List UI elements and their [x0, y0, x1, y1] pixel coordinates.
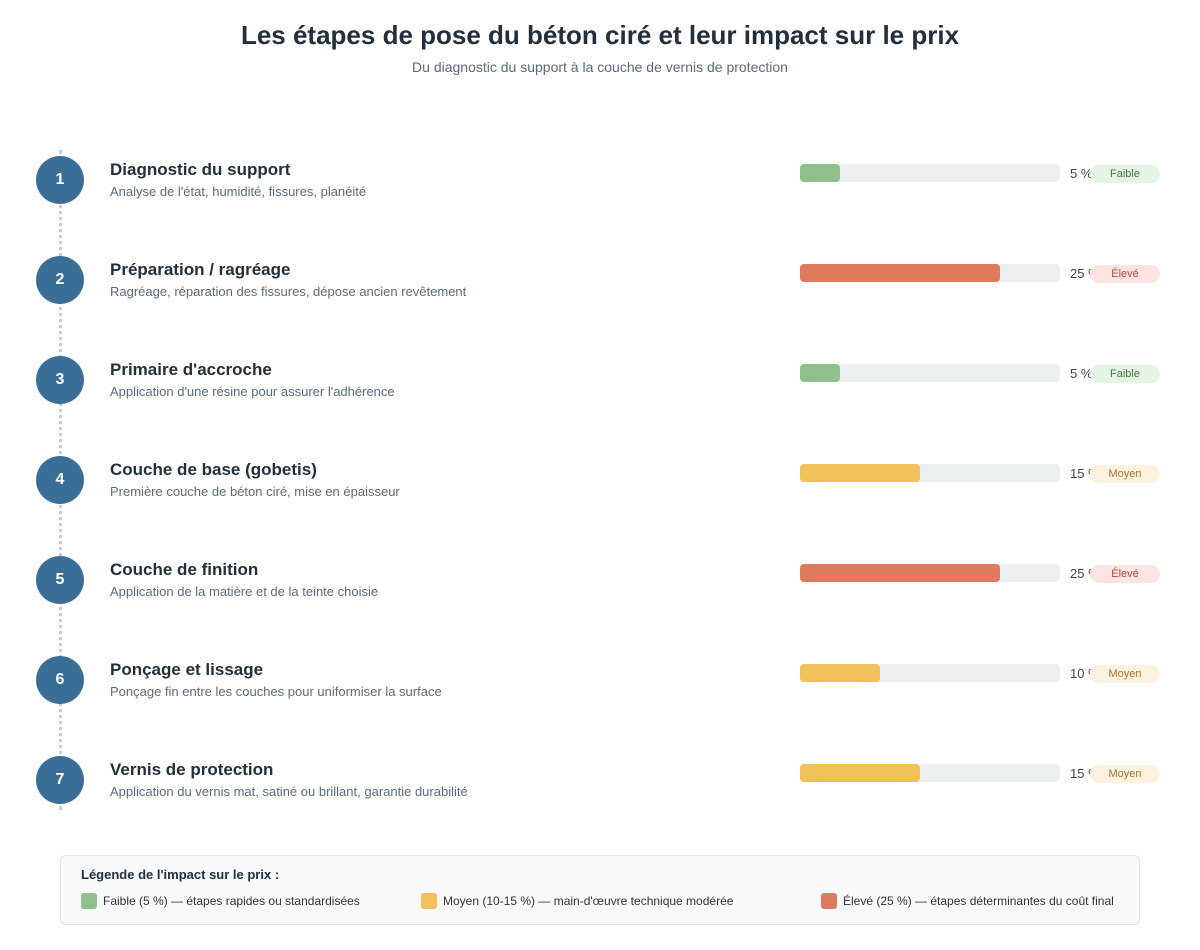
impact-badge: Moyen	[1090, 765, 1160, 783]
legend-swatch-low	[81, 893, 97, 909]
impact-percent: 25 %	[1070, 266, 1092, 281]
step-description: Première couche de béton ciré, mise en é…	[110, 484, 400, 499]
legend: Légende de l'impact sur le prix : Faible…	[60, 855, 1140, 925]
legend-label-low: Faible (5 %) — étapes rapides ou standar…	[103, 894, 360, 908]
step-number-circle: 3	[36, 356, 84, 404]
impact-bar-fill	[800, 764, 920, 782]
step-description: Application de la matière et de la teint…	[110, 584, 379, 599]
step-title: Vernis de protection	[110, 760, 274, 779]
step-number-circle: 1	[36, 156, 84, 204]
step-title: Diagnostic du support	[110, 160, 291, 179]
step-row: 7 Vernis de protection Application du vern…	[0, 750, 1200, 850]
step-number-circle: 2	[36, 256, 84, 304]
legend-item-mid: Moyen (10-15 %) — main-d'œuvre technique…	[421, 893, 733, 909]
impact-bar-track	[800, 564, 1060, 582]
step-description: Application du vernis mat, satiné ou bri…	[110, 784, 468, 799]
impact-percent: 25 %	[1070, 566, 1092, 581]
step-description: Ponçage fin entre les couches pour unifo…	[110, 684, 442, 699]
step-row: 5 Couche de finition Application de la mat…	[0, 550, 1200, 650]
step-description: Analyse de l'état, humidité, fissures, p…	[110, 184, 367, 199]
impact-bar-fill	[800, 264, 1000, 282]
impact-bar-track	[800, 764, 1060, 782]
impact-bar-track	[800, 264, 1060, 282]
legend-label-high: Élevé (25 %) — étapes déterminantes du c…	[843, 894, 1114, 908]
step-title: Préparation / ragréage	[110, 260, 291, 279]
impact-badge: Élevé	[1090, 565, 1160, 583]
step-number-circle: 5	[36, 556, 84, 604]
step-row: 4 Couche de base (gobetis) Première couche…	[0, 450, 1200, 550]
impact-bar-fill	[800, 564, 1000, 582]
impact-percent: 5 %	[1070, 366, 1092, 381]
impact-badge: Moyen	[1090, 665, 1160, 683]
legend-swatch-mid	[421, 893, 437, 909]
legend-item-high: Élevé (25 %) — étapes déterminantes du c…	[821, 893, 1114, 909]
step-title: Couche de base (gobetis)	[110, 460, 317, 479]
step-row: 3 Primaire d'accroche Application d'une ré…	[0, 350, 1200, 450]
impact-bar-track	[800, 464, 1060, 482]
impact-percent: 10 %	[1070, 666, 1092, 681]
impact-percent: 15 %	[1070, 766, 1092, 781]
impact-bar-track	[800, 664, 1060, 682]
page-subtitle: Du diagnostic du support à la couche de …	[412, 59, 788, 75]
impact-bar-fill	[800, 664, 880, 682]
legend-swatch-high	[821, 893, 837, 909]
step-title: Couche de finition	[110, 560, 259, 579]
impact-percent: 5 %	[1070, 166, 1092, 181]
step-row: 2 Préparation / ragréage Ragréage, réparat…	[0, 250, 1200, 350]
page-title: Les étapes de pose du béton ciré et leur…	[240, 20, 960, 50]
impact-bar-track	[800, 364, 1060, 382]
impact-bar-fill	[800, 164, 840, 182]
step-number-circle: 6	[36, 656, 84, 704]
impact-badge: Élevé	[1090, 265, 1160, 283]
impact-badge: Moyen	[1090, 465, 1160, 483]
step-number-circle: 4	[36, 456, 84, 504]
step-description: Application d'une résine pour assurer l'…	[110, 384, 395, 399]
impact-percent: 15 %	[1070, 466, 1092, 481]
step-row: 1 Diagnostic du support Analyse de l'état,…	[0, 150, 1200, 250]
step-row: 6 Ponçage et lissage Ponçage fin entre les…	[0, 650, 1200, 750]
impact-badge: Faible	[1090, 365, 1160, 383]
legend-label-mid: Moyen (10-15 %) — main-d'œuvre technique…	[443, 894, 734, 908]
legend-title: Légende de l'impact sur le prix :	[81, 867, 280, 882]
step-description: Ragréage, réparation des fissures, dépos…	[110, 284, 467, 299]
legend-item-low: Faible (5 %) — étapes rapides ou standar…	[81, 893, 360, 909]
impact-bar-track	[800, 164, 1060, 182]
step-number-circle: 7	[36, 756, 84, 804]
impact-bar-fill	[800, 364, 840, 382]
step-title: Ponçage et lissage	[110, 660, 264, 679]
impact-bar-fill	[800, 464, 920, 482]
impact-badge: Faible	[1090, 165, 1160, 183]
step-title: Primaire d'accroche	[110, 360, 272, 379]
